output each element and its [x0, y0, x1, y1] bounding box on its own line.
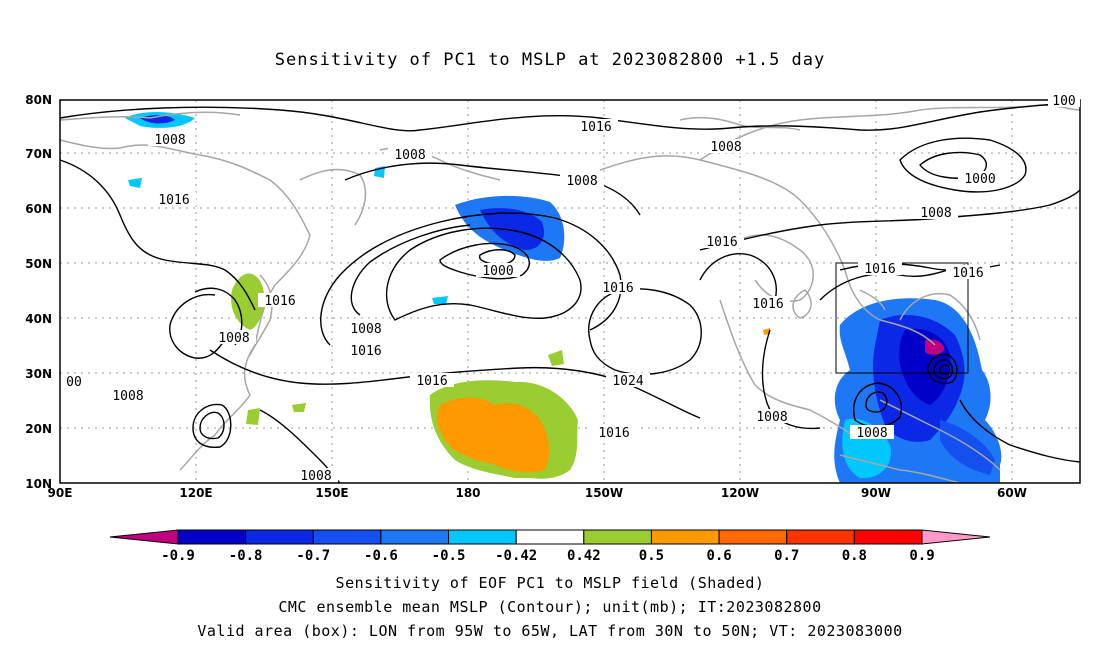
plot-frame — [59, 99, 1081, 484]
lat-label: 50N — [25, 257, 52, 271]
contour-label: 1016 — [264, 294, 295, 309]
caption-line-2: CMC ensemble mean MSLP (Contour); unit(m… — [278, 598, 822, 616]
contour-label: 100 — [1052, 94, 1075, 109]
colorbar-label: 0.6 — [706, 548, 731, 564]
colorbar-label: -0.9 — [161, 548, 195, 564]
lon-label: 60W — [997, 486, 1027, 500]
colorbar-label: -0.6 — [364, 548, 398, 564]
contour-label: 1008 — [566, 174, 597, 189]
colorbar: -0.9 -0.8 -0.7 -0.6 -0.5 -0.42 0.42 0.5 0.6 0.7 0.… — [109, 529, 991, 564]
contour-label: 1008 — [350, 322, 381, 337]
contour-label: 1016 — [752, 297, 783, 312]
contour-label: 1016 — [706, 235, 737, 250]
contour-label: 1016 — [158, 193, 189, 208]
contour-label: 1008 — [394, 148, 425, 163]
lon-label: 150W — [585, 486, 623, 500]
colorbar-left-arrow — [109, 529, 179, 545]
colorbar-label: 0.8 — [842, 548, 867, 564]
contour-label: 1008 — [756, 410, 787, 425]
colorbar-label: -0.7 — [296, 548, 330, 564]
colorbar-segment — [583, 529, 652, 545]
contour-label: 00 — [66, 375, 82, 390]
colorbar-segment — [312, 529, 382, 545]
contour-label: 1008 — [300, 469, 331, 484]
lat-label: 60N — [25, 202, 52, 216]
lon-label: 120W — [721, 486, 759, 500]
chart-title: Sensitivity of PC1 to MSLP at 2023082800… — [274, 50, 826, 70]
contour-label: 1008 — [218, 331, 249, 346]
colorbar-segment — [448, 529, 517, 545]
lat-label: 10N — [25, 477, 52, 491]
contour-label: 1016 — [598, 426, 629, 441]
lon-label: 120E — [179, 486, 212, 500]
contour-label: 1016 — [416, 374, 447, 389]
contour-label: 1008 — [920, 206, 951, 221]
lat-label: 40N — [25, 312, 52, 326]
contour-label: 1008 — [710, 140, 741, 155]
contour-label: 1000 — [964, 172, 995, 187]
caption-line-3: Valid area (box): LON from 95W to 65W, L… — [197, 622, 903, 640]
lat-label: 80N — [25, 93, 52, 107]
lon-label: 150E — [315, 486, 348, 500]
contour-label: 1008 — [154, 133, 185, 148]
colorbar-label: 0.5 — [639, 548, 664, 564]
lat-label: 70N — [25, 147, 52, 161]
colorbar-segment — [853, 529, 923, 545]
lon-label: 180 — [455, 486, 480, 500]
colorbar-label: 0.42 — [567, 548, 601, 564]
contour-label: 1000 — [482, 264, 513, 279]
colorbar-segment — [650, 529, 720, 545]
caption-line-1: Sensitivity of EOF PC1 to MSLP field (Sh… — [335, 574, 765, 592]
contour-label: 1016 — [580, 120, 611, 135]
contour-label: 1008 — [856, 426, 887, 441]
contour-labels: 1008 1016 1008 1016 1008 1000 1008 1016 … — [62, 94, 1080, 484]
contour-label: 1016 — [350, 344, 381, 359]
colorbar-segment — [245, 529, 314, 545]
contour-label: 1016 — [602, 281, 633, 296]
longitude-labels: 90E 120E 150E 180 150W 120W 90W 60W — [48, 486, 1027, 500]
lat-label: 20N — [25, 422, 52, 436]
contour-label: 1016 — [864, 262, 895, 277]
latitude-labels: 80N 70N 60N 50N 40N 30N 20N 10N — [25, 93, 52, 491]
contour-label: 1016 — [952, 266, 983, 281]
colorbar-label: 0.7 — [774, 548, 799, 564]
colorbar-label: -0.42 — [495, 548, 537, 564]
colorbar-segment — [515, 529, 585, 545]
contour-label: 1024 — [612, 374, 643, 389]
colorbar-label: 0.9 — [909, 548, 934, 564]
colorbar-label: -0.5 — [432, 548, 466, 564]
negative-sensitivity-max — [925, 339, 945, 355]
colorbar-segment — [786, 529, 855, 545]
colorbar-segment — [718, 529, 788, 545]
colorbar-right-arrow — [921, 529, 991, 545]
colorbar-label: -0.8 — [229, 548, 263, 564]
contour-label: 1008 — [112, 389, 143, 404]
lon-label: 90W — [861, 486, 891, 500]
colorbar-segment — [380, 529, 450, 545]
colorbar-segment — [177, 529, 247, 545]
lat-label: 30N — [25, 367, 52, 381]
lon-label: 90E — [48, 486, 73, 500]
